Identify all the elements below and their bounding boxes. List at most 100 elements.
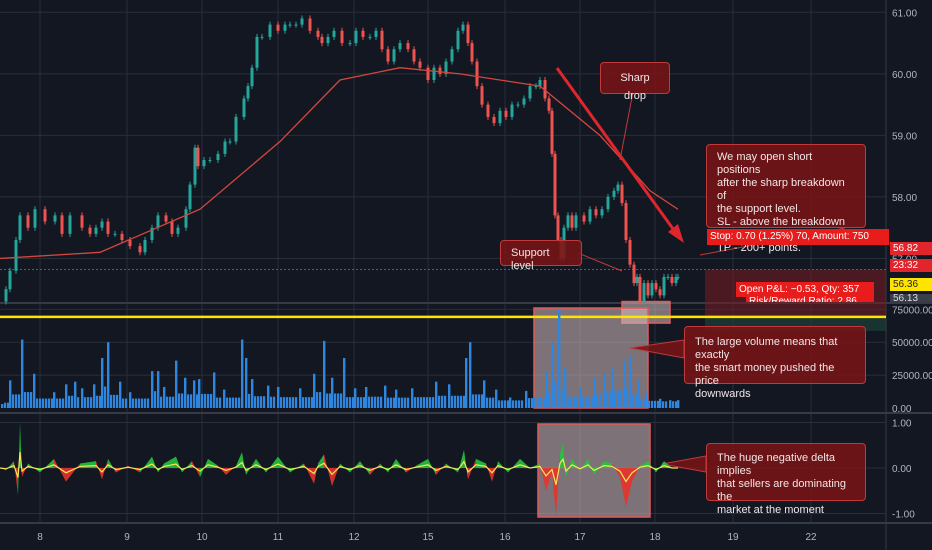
price-candle <box>283 24 287 31</box>
price-candle <box>33 209 37 228</box>
price-candle <box>646 283 650 296</box>
volume-bar <box>201 393 204 408</box>
price-candle <box>438 67 442 74</box>
delta-area <box>656 461 664 473</box>
volume-bar <box>623 360 626 408</box>
sharp-drop-arrowhead <box>668 224 684 243</box>
price-candle <box>566 215 570 228</box>
price-candle <box>216 153 220 160</box>
price-candle <box>650 283 654 296</box>
price-candle <box>386 49 390 62</box>
price-candle <box>14 240 18 271</box>
price-candle <box>570 215 574 228</box>
delta-signal-line <box>0 452 678 485</box>
price-candle <box>68 215 72 234</box>
volume-bar <box>340 393 343 408</box>
moving-average-line <box>0 67 679 260</box>
volume-bar <box>181 393 184 408</box>
delta-area <box>648 461 656 473</box>
volume-bar <box>611 368 614 408</box>
price-candle <box>354 30 358 44</box>
volume-bar <box>404 397 407 408</box>
volume-bar <box>160 396 163 408</box>
volume-bar <box>219 397 222 408</box>
volume-bar <box>501 400 504 408</box>
volume-bar <box>648 400 651 408</box>
price-candle <box>60 215 64 234</box>
delta-area <box>324 454 332 487</box>
price-candle <box>398 43 402 50</box>
volume-bar <box>313 373 316 408</box>
volume-bar <box>213 372 216 408</box>
price-candle <box>228 141 232 143</box>
volume-bar <box>65 384 68 408</box>
price-candle <box>368 36 372 38</box>
volume-bar <box>393 397 396 408</box>
x-tick-label: 11 <box>273 532 284 543</box>
volume-bar <box>504 400 507 408</box>
price-candle <box>164 215 168 222</box>
volume-bar <box>157 371 160 408</box>
price-candle <box>470 43 474 62</box>
volume-bar <box>374 396 377 408</box>
volume-bar <box>472 394 475 408</box>
volume-bar <box>232 397 235 408</box>
volume-bar <box>286 397 289 408</box>
volume-bar <box>469 342 472 408</box>
price-candle <box>594 209 598 216</box>
volume-bar <box>486 397 489 408</box>
price-candle <box>418 61 422 68</box>
volume-bar <box>438 395 441 408</box>
x-tick-label: 10 <box>196 532 208 543</box>
x-tick-label: 12 <box>348 532 360 543</box>
volume-bar <box>132 398 135 408</box>
delta-area <box>370 463 380 475</box>
delta-area <box>332 463 340 487</box>
price-candle <box>294 24 298 26</box>
price-candle <box>638 276 642 302</box>
price-candle <box>632 264 636 284</box>
delta-area <box>388 458 396 473</box>
price-candle <box>654 283 658 290</box>
volume-bar <box>144 398 147 408</box>
delta-area <box>396 458 406 473</box>
volume-bar <box>299 388 302 408</box>
volume-bar <box>635 394 638 408</box>
volume-bar <box>534 398 537 408</box>
x-tick-label: 9 <box>124 532 130 543</box>
volume-bar <box>125 398 128 408</box>
volume-tick-label: 75000.00 <box>892 305 932 316</box>
stop-price-tag: 56.82 <box>890 242 932 255</box>
volume-bar <box>606 392 609 408</box>
volume-bar <box>582 396 585 408</box>
volume-bar <box>515 400 518 408</box>
x-tick-label: 17 <box>574 532 586 543</box>
open-pnl-label[interactable]: Open P&L: −0.53, Qty: 357 <box>736 282 874 297</box>
price-candle <box>316 30 320 37</box>
volume-bar <box>495 389 498 408</box>
volume-bar <box>280 397 283 408</box>
price-candle <box>392 49 396 62</box>
volume-bar <box>360 397 363 408</box>
volume-bar <box>190 394 193 408</box>
stop-order-label[interactable]: Stop: 0.70 (1.25%) 70, Amount: 750 <box>707 229 889 245</box>
price-candle <box>620 184 624 204</box>
volume-bar <box>632 394 635 408</box>
volume-bar <box>423 397 426 408</box>
volume-bar <box>377 396 380 408</box>
volume-bar <box>175 360 178 408</box>
volume-bar <box>129 392 132 408</box>
delta-area <box>182 461 192 473</box>
volume-bar <box>7 402 10 408</box>
volume-bar <box>39 398 42 408</box>
volume-bar <box>651 400 654 408</box>
price-candle <box>510 104 514 117</box>
delta-area <box>464 449 468 480</box>
volume-bar <box>96 395 99 408</box>
price-candle <box>193 147 197 185</box>
volume-bar <box>593 377 596 408</box>
price-candle <box>670 276 674 284</box>
x-tick-label: 19 <box>727 532 739 543</box>
